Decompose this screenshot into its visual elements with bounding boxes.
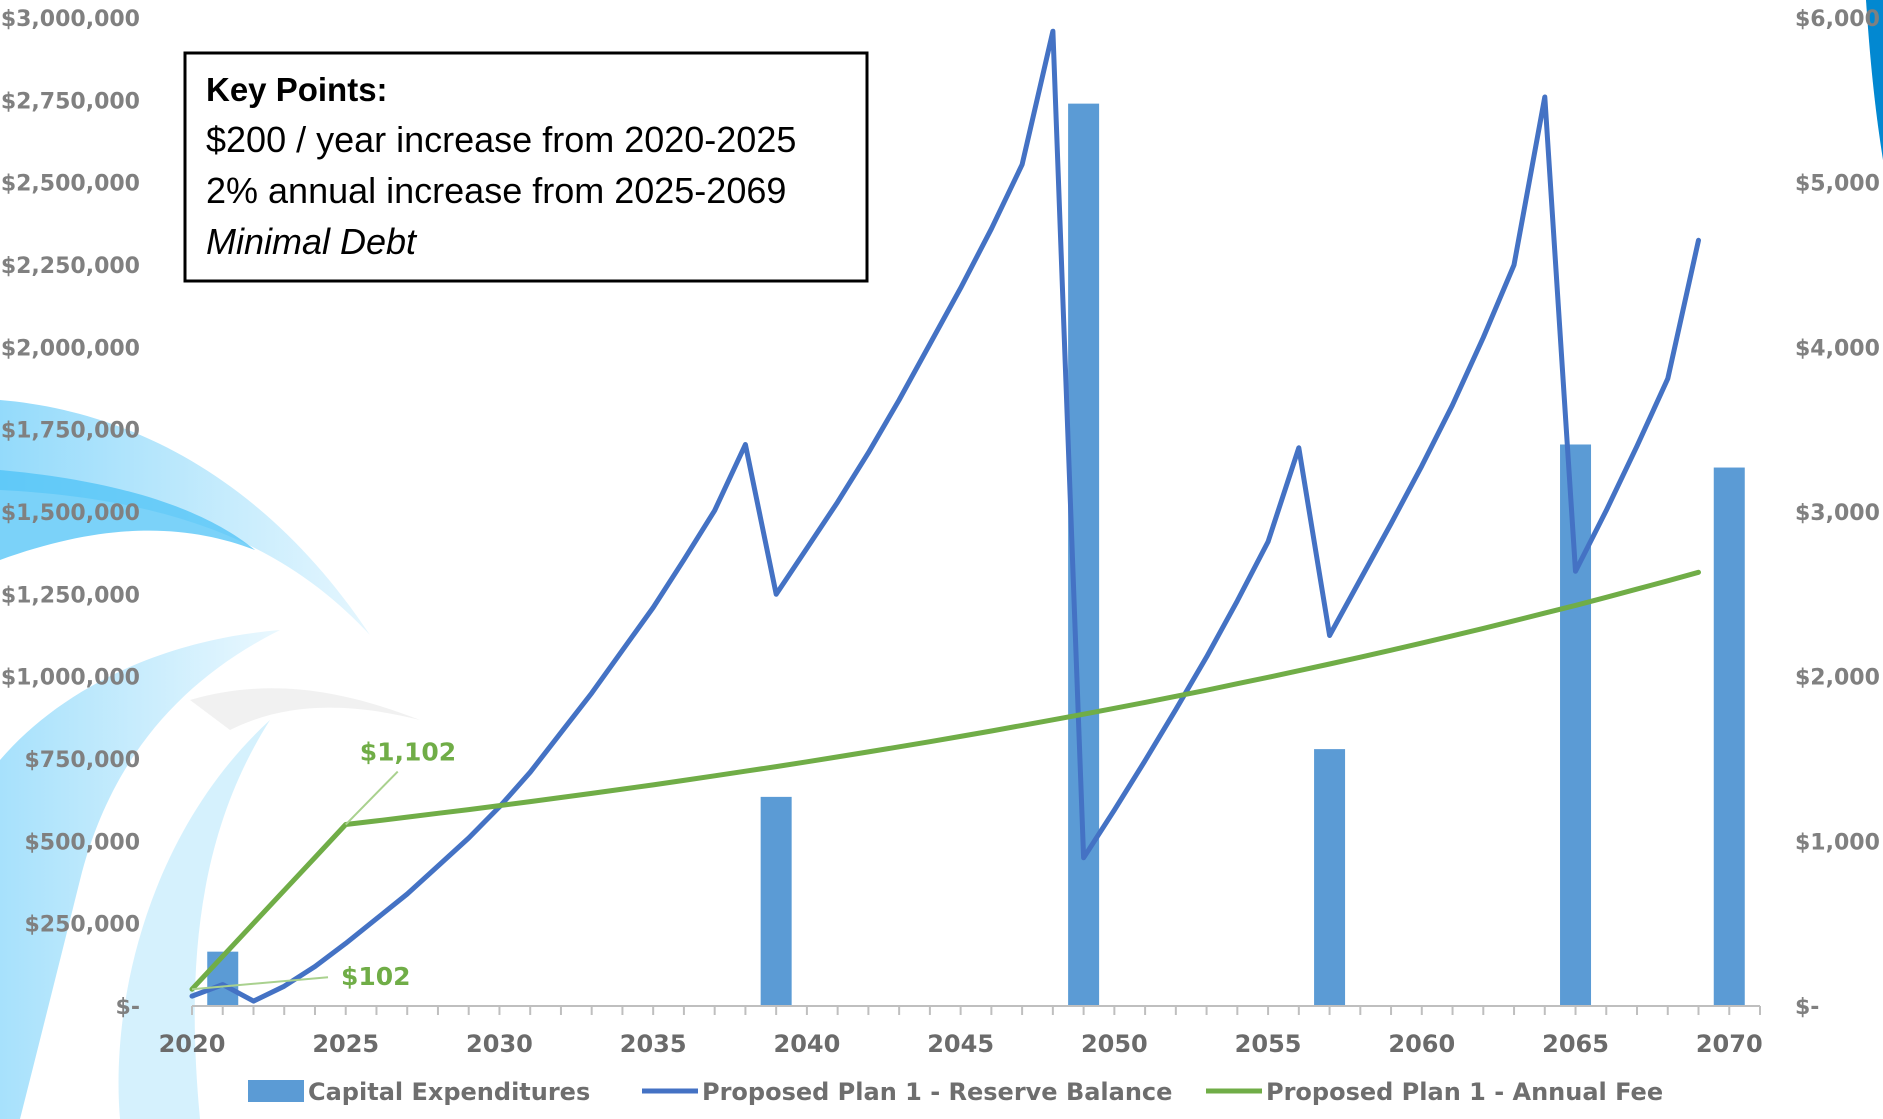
key-points-box: Key Points: $200 / year increase from 20… xyxy=(183,51,869,283)
left-tick-label: $- xyxy=(116,995,140,1020)
key-points-line-2: 2% annual increase from 2025-2069 xyxy=(206,170,786,211)
legend-item: Proposed Plan 1 - Reserve Balance xyxy=(642,1078,1172,1106)
x-tick-label: 2030 xyxy=(466,1030,533,1058)
capital-expenditure-bar xyxy=(207,951,239,1006)
annual-fee-line xyxy=(189,569,1701,992)
x-tick-label: 2035 xyxy=(620,1030,687,1058)
x-tick-label: 2045 xyxy=(927,1030,994,1058)
right-tick-label: $- xyxy=(1795,995,1819,1020)
reserve-balance-line xyxy=(189,28,1701,1004)
legend-label: Capital Expenditures xyxy=(308,1078,590,1106)
left-tick-label: $1,500,000 xyxy=(1,501,140,526)
right-tick-label: $2,000 xyxy=(1795,666,1880,691)
left-tick-label: $2,250,000 xyxy=(1,254,140,279)
left-tick-label: $250,000 xyxy=(24,913,140,938)
x-tick-label: 2055 xyxy=(1235,1030,1302,1058)
left-tick-label: $2,750,000 xyxy=(1,89,140,114)
left-tick-label: $2,500,000 xyxy=(1,172,140,197)
key-points-line-3: Minimal Debt xyxy=(206,221,418,262)
x-tick-label: 2060 xyxy=(1388,1030,1455,1058)
callout-label: $102 xyxy=(341,962,411,991)
key-points-line-1: $200 / year increase from 2020-2025 xyxy=(206,119,796,160)
series-lines xyxy=(189,28,1701,1004)
callout-leader-line xyxy=(345,770,399,826)
legend-item: Capital Expenditures xyxy=(248,1078,590,1106)
legend: Capital Expenditures Proposed Plan 1 - Re… xyxy=(248,1078,1663,1106)
legend-item: Proposed Plan 1 - Annual Fee xyxy=(1206,1078,1663,1106)
capital-expenditure-bar xyxy=(1713,467,1745,1006)
legend-swatch-bar xyxy=(248,1080,304,1102)
plot-area: $1,102 $102 xyxy=(189,28,1745,1007)
right-tick-label: $3,000 xyxy=(1795,501,1880,526)
callout-label: $1,102 xyxy=(360,738,456,767)
x-tick-label: 2040 xyxy=(774,1030,841,1058)
right-tick-label: $4,000 xyxy=(1795,336,1880,361)
callout-annotations: $1,102 $102 xyxy=(191,738,456,991)
right-tick-label: $1,000 xyxy=(1795,830,1880,855)
right-tick-label: $6,000 xyxy=(1795,7,1880,32)
legend-label: Proposed Plan 1 - Annual Fee xyxy=(1266,1078,1663,1106)
right-axis-ticks: $- $1,000 $2,000 $3,000 $4,000 $5,000 $6,000 xyxy=(1795,7,1880,1020)
x-tick-label: 2065 xyxy=(1542,1030,1609,1058)
capital-expenditure-bar xyxy=(1314,749,1346,1006)
legend-label: Proposed Plan 1 - Reserve Balance xyxy=(702,1078,1172,1106)
left-tick-label: $500,000 xyxy=(24,830,140,855)
left-tick-label: $3,000,000 xyxy=(1,7,140,32)
left-tick-label: $1,000,000 xyxy=(1,666,140,691)
callout-leader-line xyxy=(191,976,329,991)
left-axis-ticks: $- $250,000 $500,000 $750,000 $1,000,000 $1,2… xyxy=(1,7,140,1020)
x-tick-label: 2070 xyxy=(1696,1030,1763,1058)
capital-expenditure-bar xyxy=(1560,444,1592,1006)
right-tick-label: $5,000 xyxy=(1795,172,1880,197)
x-tick-label: 2050 xyxy=(1081,1030,1148,1058)
key-points-title: Key Points: xyxy=(206,71,388,108)
left-tick-label: $1,750,000 xyxy=(1,419,140,444)
left-tick-label: $2,000,000 xyxy=(1,336,140,361)
left-tick-label: $750,000 xyxy=(24,748,140,773)
x-tick-label: 2025 xyxy=(312,1030,379,1058)
x-axis-ticks: 2020 2025 2030 2035 2040 2045 2050 2055 2060 2065… xyxy=(159,1006,1763,1058)
x-tick-label: 2020 xyxy=(159,1030,226,1058)
left-tick-label: $1,250,000 xyxy=(1,583,140,608)
capital-expenditure-bar xyxy=(760,796,792,1006)
axes: 2020 2025 2030 2035 2040 2045 2050 2055 2060 2065… xyxy=(1,7,1880,1058)
